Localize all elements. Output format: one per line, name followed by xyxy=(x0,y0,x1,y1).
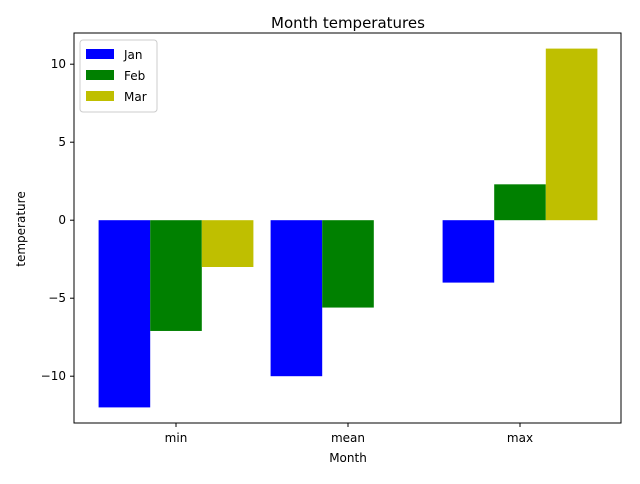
x-tick-label: max xyxy=(507,431,533,445)
bar-feb-min xyxy=(150,220,202,331)
y-tick-label: 0 xyxy=(58,213,66,227)
bars-layer xyxy=(98,48,598,408)
legend-swatch-feb xyxy=(86,70,114,80)
legend-label-jan: Jan xyxy=(123,48,143,62)
bar-mar-min xyxy=(201,220,254,267)
legend-label-mar: Mar xyxy=(124,90,147,104)
bar-feb-mean xyxy=(322,220,374,308)
x-axis-label: Month xyxy=(329,451,367,465)
y-axis: −10 −5 0 5 10 xyxy=(41,57,74,383)
x-tick-label: min xyxy=(165,431,188,445)
y-tick-label: 10 xyxy=(51,57,66,71)
y-tick-label: −10 xyxy=(41,369,66,383)
legend-swatch-jan xyxy=(86,49,114,59)
legend-label-feb: Feb xyxy=(124,69,145,83)
legend-entries: Jan Feb Mar xyxy=(86,48,147,104)
x-axis: min mean max xyxy=(165,423,533,445)
bar-jan-max xyxy=(442,220,495,283)
x-tick-label: mean xyxy=(331,431,365,445)
bar-jan-mean xyxy=(270,220,323,377)
bar-mar-max xyxy=(545,48,598,221)
bar-feb-max xyxy=(494,184,546,221)
legend: Jan Feb Mar xyxy=(79,39,158,113)
y-axis-label: temperature xyxy=(14,191,28,266)
chart-title: Month temperatures xyxy=(271,14,425,32)
legend-swatch-mar xyxy=(86,91,114,101)
y-tick-label: 5 xyxy=(58,135,66,149)
y-tick-label: −5 xyxy=(48,291,66,305)
bar-jan-min xyxy=(98,220,151,408)
